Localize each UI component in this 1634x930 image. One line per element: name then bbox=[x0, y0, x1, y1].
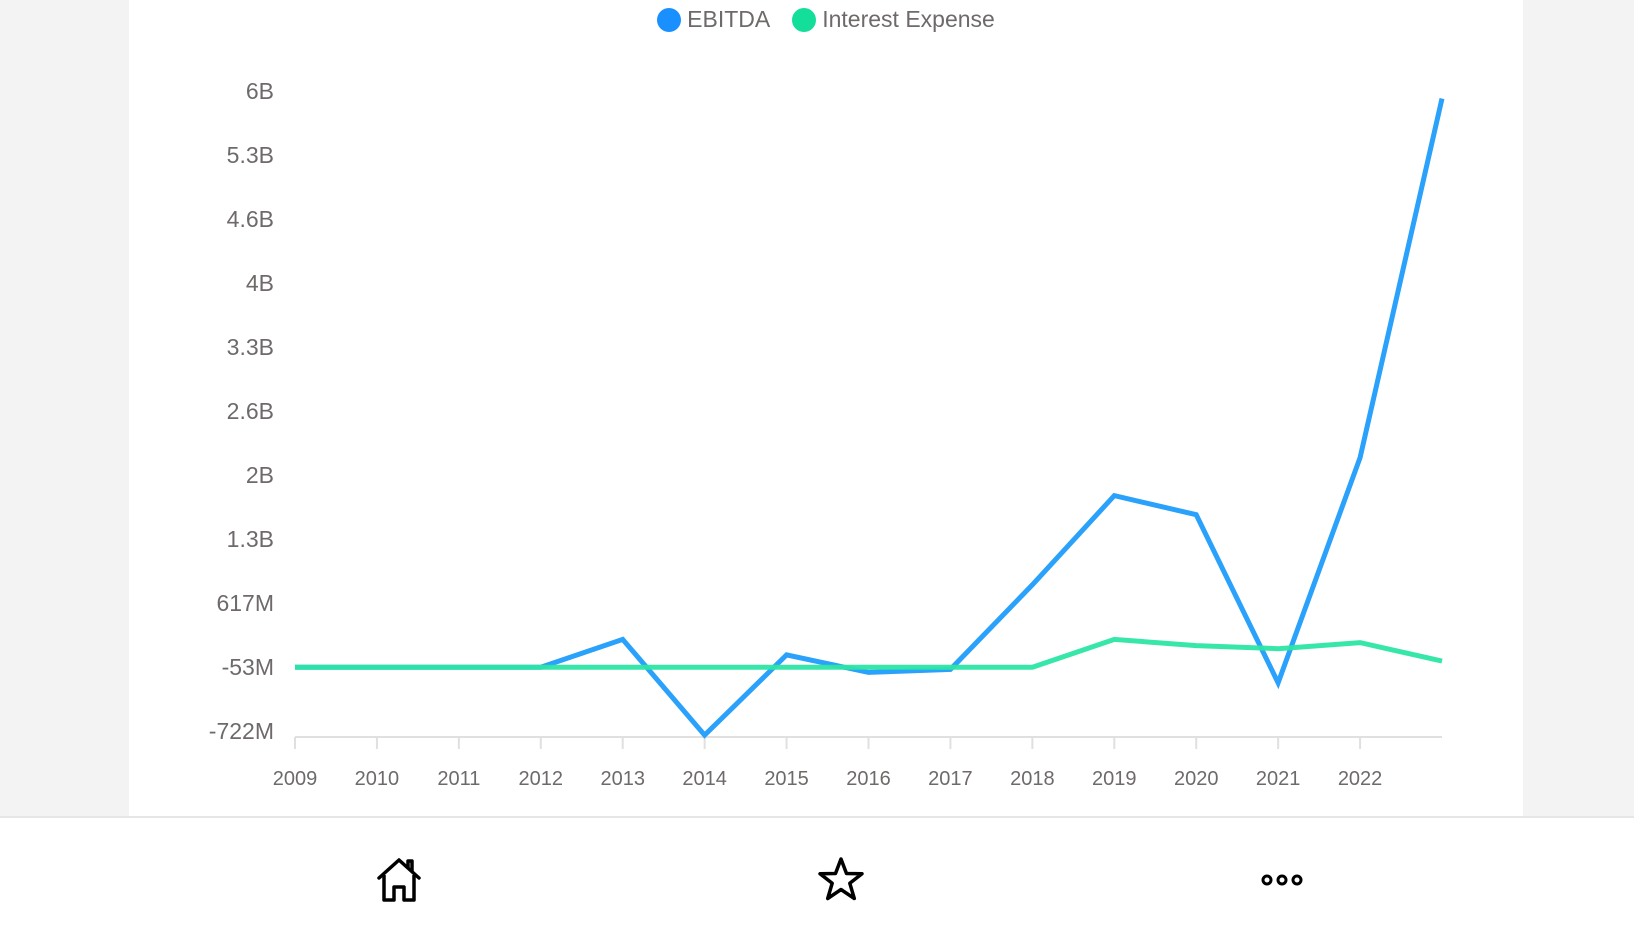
more-dots-icon bbox=[1261, 874, 1303, 886]
star-icon bbox=[818, 857, 864, 901]
series-line-interest-expense[interactable] bbox=[295, 636, 1443, 670]
y-axis-tick-label: 4B bbox=[246, 270, 274, 296]
y-axis-tick-label: 4.6B bbox=[227, 206, 274, 232]
legend-label: Interest Expense bbox=[822, 6, 995, 32]
x-axis-tick-label: 2022 bbox=[1338, 768, 1383, 790]
y-axis-tick-label: -722M bbox=[209, 718, 274, 744]
favorites-button[interactable] bbox=[817, 856, 865, 904]
chart-legend: EBITDA Interest Expense bbox=[129, 6, 1523, 33]
x-axis-tick-label: 2017 bbox=[928, 768, 973, 790]
x-axis-tick-label: 2014 bbox=[682, 768, 727, 790]
y-axis-tick-label: 2B bbox=[246, 462, 274, 488]
bottom-navigation bbox=[0, 816, 1634, 930]
y-axis-tick-label: 3.3B bbox=[227, 334, 274, 360]
legend-label: EBITDA bbox=[687, 6, 771, 32]
x-axis-tick-label: 2013 bbox=[600, 768, 645, 790]
x-axis-tick-label: 2019 bbox=[1092, 768, 1137, 790]
x-axis-tick-label: 2021 bbox=[1256, 768, 1301, 790]
legend-item-interest-expense[interactable]: Interest Expense bbox=[792, 6, 995, 33]
y-axis-tick-label: 2.6B bbox=[227, 398, 274, 424]
y-axis-tick-label: 5.3B bbox=[227, 142, 274, 168]
x-axis-tick-label: 2011 bbox=[437, 768, 480, 790]
legend-dot-icon bbox=[657, 7, 682, 32]
home-button[interactable] bbox=[375, 856, 423, 904]
x-axis-tick-label: 2015 bbox=[764, 768, 809, 790]
x-axis-tick-label: 2016 bbox=[846, 768, 891, 790]
x-axis-tick-label: 2009 bbox=[273, 768, 318, 790]
y-axis-tick-label: 617M bbox=[216, 590, 274, 616]
y-axis-tick-label: 1.3B bbox=[227, 526, 274, 552]
x-axis-tick-label: 2018 bbox=[1010, 768, 1055, 790]
line-chart: 6B 5.3B 4.6B 4B 3.3B 2.6B 2B 1.3B 617M -53M -722M 2… bbox=[209, 78, 1445, 790]
home-icon bbox=[377, 858, 421, 902]
x-axis-tick-label: 2010 bbox=[355, 768, 400, 790]
x-axis-tick-label: 2020 bbox=[1174, 768, 1219, 790]
series-line-ebitda[interactable] bbox=[295, 98, 1445, 739]
y-axis-tick-label: -53M bbox=[222, 654, 274, 680]
more-button[interactable] bbox=[1258, 856, 1306, 904]
y-axis-tick-label: 6B bbox=[246, 78, 274, 104]
legend-dot-icon bbox=[792, 7, 817, 32]
legend-item-ebitda[interactable]: EBITDA bbox=[657, 6, 770, 33]
x-axis-tick-label: 2012 bbox=[519, 768, 564, 790]
chart-card: EBITDA Interest Expense bbox=[129, 0, 1523, 816]
